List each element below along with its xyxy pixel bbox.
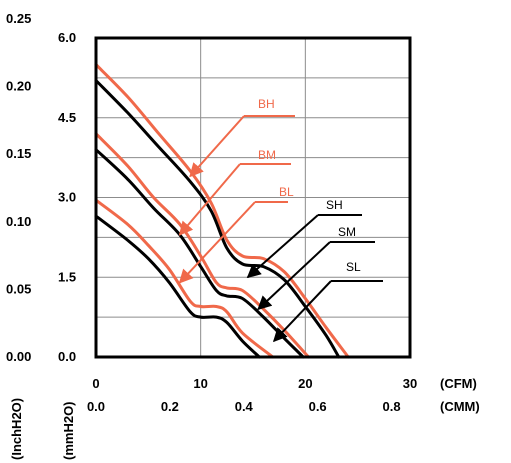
x-unit-cfm: (CFM) xyxy=(440,376,477,391)
y-tick-mm: 4.5 xyxy=(58,110,76,125)
annotation-label-bh: BH xyxy=(258,97,275,111)
y-tick-inch: 0.10 xyxy=(6,214,31,229)
series-line-bl xyxy=(94,198,275,359)
y-tick-inch: 0.15 xyxy=(6,146,31,161)
annotation-arrow-bh xyxy=(189,115,245,178)
y-tick-inch: 0.25 xyxy=(6,11,31,26)
series-line-sh xyxy=(94,79,341,359)
x-tick-cmm: 0.8 xyxy=(382,399,400,414)
plot-frame xyxy=(94,36,412,359)
series-line-sl xyxy=(94,214,261,359)
x-tick-cfm: 0 xyxy=(92,376,99,391)
x-tick-cmm: 0.4 xyxy=(235,399,254,414)
annotation-label-sh: SH xyxy=(326,198,343,212)
x-tick-cmm: 0.2 xyxy=(161,399,179,414)
y-tick-inch: 0.20 xyxy=(6,79,31,94)
x-tick-cfm: 10 xyxy=(193,376,207,391)
annotation-arrow-bl xyxy=(178,201,256,284)
y-tick-mm: 1.5 xyxy=(58,269,76,284)
series-line-sm xyxy=(94,148,305,359)
grid-lines xyxy=(96,38,410,357)
x-unit-cmm: (CMM) xyxy=(440,399,480,414)
annotation-label-sm: SM xyxy=(338,225,356,239)
x-tick-cmm: 0.6 xyxy=(309,399,327,414)
tick-labels: 0 10 20 30 0.0 0.2 0.4 0.6 0.8 0.0 1.5 3.0 4.5 6.0 0.0… xyxy=(6,11,417,414)
x-tick-cfm: 20 xyxy=(298,376,312,391)
y-tick-inch: 0.00 xyxy=(6,349,31,364)
series-line-bh xyxy=(94,63,350,359)
y-tick-inch: 0.05 xyxy=(6,281,31,296)
annotation-arrow-sl xyxy=(272,280,332,343)
y-tick-mm: 3.0 xyxy=(58,190,76,205)
annotation-label-bl: BL xyxy=(279,185,294,199)
y-tick-mm: 0.0 xyxy=(58,349,76,364)
annotation-arrow-bm xyxy=(178,163,241,236)
y-tick-mm: 6.0 xyxy=(58,30,76,45)
annotation-label-sl: SL xyxy=(346,260,361,274)
x-tick-cmm: 0.0 xyxy=(87,399,105,414)
annotation-label-bm: BM xyxy=(258,148,276,162)
annotation-arrow-sh xyxy=(246,214,319,279)
annotation-layer: BH BM BL SH SM SL xyxy=(178,97,383,343)
y-unit-mm: (mmH2O) xyxy=(61,401,76,460)
series-layer xyxy=(94,63,350,359)
annotation-arrow-sm xyxy=(257,241,331,311)
series-line-bm xyxy=(94,132,310,359)
y-unit-inch: (InchH2O) xyxy=(9,398,24,460)
x-tick-cfm: 30 xyxy=(403,376,417,391)
